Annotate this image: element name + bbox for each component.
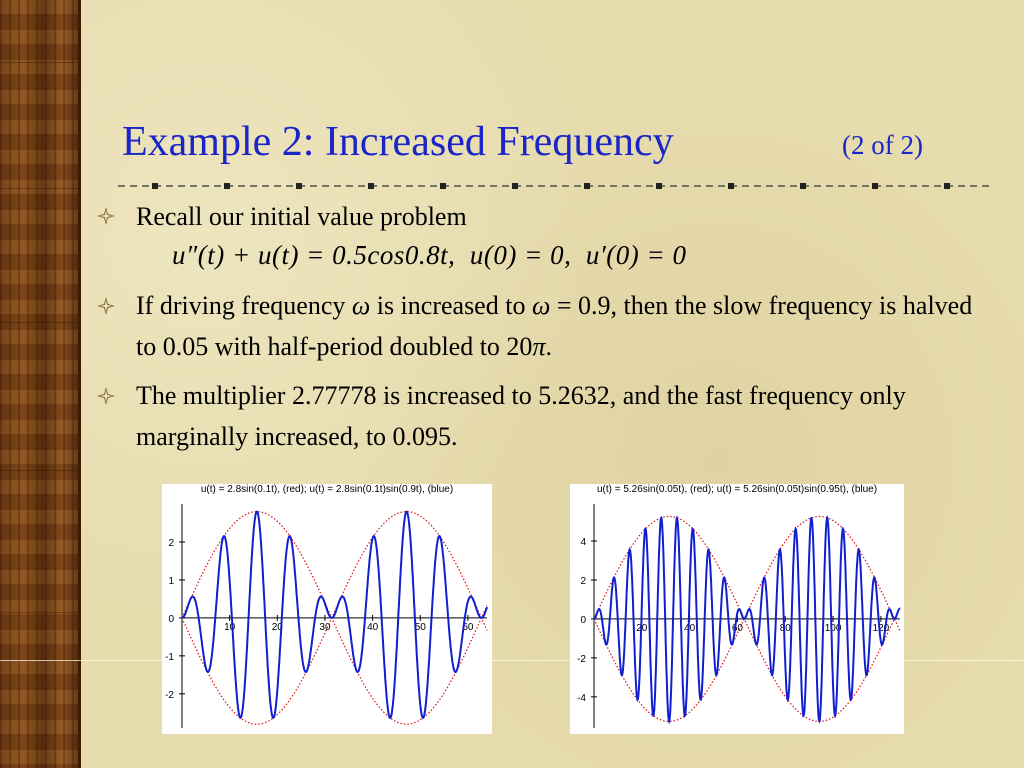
plot-right: u(t) = 5.26sin(0.05t), (red); u(t) = 5.2…: [570, 484, 904, 734]
bullet-1-text: Recall our initial value problem: [136, 202, 467, 231]
rule-dot: [296, 183, 302, 189]
bullet-star-icon: [97, 207, 115, 225]
y-tick-label: 2: [580, 576, 586, 587]
series-product-line: [593, 515, 901, 725]
series-envelope-line: [593, 515, 901, 722]
y-tick-label: 1: [168, 576, 174, 587]
x-tick-label: 60: [462, 622, 474, 633]
wood-border-edge: [78, 0, 81, 768]
series-envelope-line: [181, 511, 488, 725]
bullet-2-text: If driving frequency ω is increased to ω…: [136, 291, 973, 361]
omega-symbol: ω: [351, 291, 371, 320]
x-tick-label: 80: [780, 623, 792, 634]
x-tick-label: 30: [319, 622, 331, 633]
rule-dot: [800, 183, 806, 189]
pi-symbol: π: [532, 332, 546, 361]
rule-dot: [224, 183, 230, 189]
x-tick-label: 40: [367, 622, 379, 633]
x-tick-label: 120: [873, 623, 890, 634]
x-tick-label: 60: [732, 623, 744, 634]
rule-dot: [440, 183, 446, 189]
slide-title: Example 2: Increased Frequency: [122, 119, 674, 165]
bullet-star-icon: [97, 387, 115, 405]
y-tick-label: -2: [577, 654, 586, 665]
rule-dot: [512, 183, 518, 189]
y-tick-label: 2: [168, 538, 174, 549]
x-tick-label: 20: [272, 622, 284, 633]
rule-dot: [152, 183, 158, 189]
y-tick-label: -2: [165, 690, 174, 701]
equation-ic1: u(0) = 0,: [469, 240, 572, 270]
bullet-3-text: The multiplier 2.77778 is increased to 5…: [136, 381, 906, 451]
series-product-line: [181, 510, 488, 720]
plot-left: u(t) = 2.8sin(0.1t), (red); u(t) = 2.8si…: [162, 484, 492, 734]
y-tick-label: 0: [580, 615, 586, 626]
x-tick-label: 50: [415, 622, 427, 633]
omega-symbol: ω: [531, 291, 551, 320]
equation-lhs: u″(t) + u(t) = 0.5cos0.8t,: [172, 240, 456, 270]
x-tick-label: 40: [684, 623, 696, 634]
bullet-star-icon: [97, 297, 115, 315]
rule-dot: [944, 183, 950, 189]
x-tick-label: 10: [224, 622, 236, 633]
rule-dot: [728, 183, 734, 189]
rule-dot: [368, 183, 374, 189]
y-tick-label: 4: [580, 537, 586, 548]
plot-left-title: u(t) = 2.8sin(0.1t), (red); u(t) = 2.8si…: [200, 484, 454, 495]
decorative-dash-rule: [118, 183, 989, 189]
initial-value-equation: u″(t) + u(t) = 0.5cos0.8t, u(0) = 0, u′(…: [172, 240, 686, 271]
equation-ic2: u′(0) = 0: [585, 240, 687, 270]
rule-dot: [584, 183, 590, 189]
rule-dot: [656, 183, 662, 189]
slide-divider-line: [0, 660, 1024, 661]
series-envelope-line-negative: [181, 511, 488, 725]
y-tick-label: 0: [168, 614, 174, 625]
y-tick-label: -1: [165, 652, 174, 663]
rule-dot: [872, 183, 878, 189]
slide-title-subtitle: (2 of 2): [842, 130, 923, 160]
x-tick-label: 100: [825, 623, 842, 634]
plot-right-title: u(t) = 5.26sin(0.05t), (red); u(t) = 5.2…: [596, 484, 878, 495]
wood-border-left: [0, 0, 78, 768]
y-tick-label: -4: [577, 693, 586, 704]
